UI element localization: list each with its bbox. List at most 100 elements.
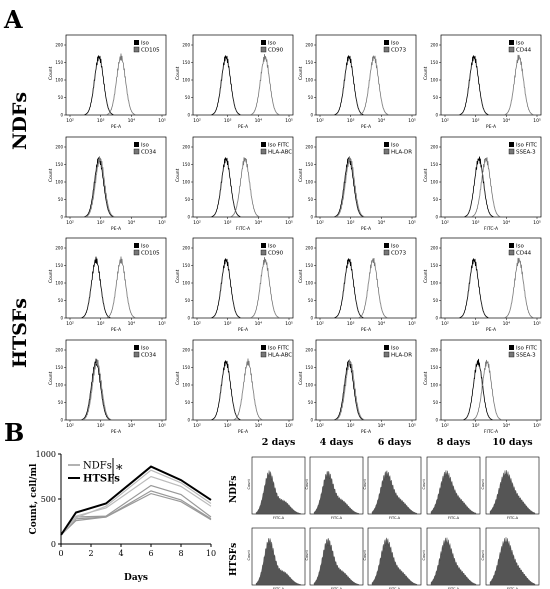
legend-swatch-iso [509, 243, 514, 248]
plot-frame [315, 237, 417, 319]
y-axis-label: Count [305, 478, 309, 489]
x-tick-label: 10⁴ [503, 118, 511, 124]
legend-label-marker: CD105 [141, 48, 160, 54]
y-axis-label: Count [422, 549, 426, 560]
legend-swatch-marker [260, 148, 267, 155]
cell-cycle-histogram: FITC-A Count [422, 456, 481, 520]
x-axis-label: FITC-A [484, 226, 499, 232]
x-tick-label: 10² [316, 220, 324, 226]
legend-swatch-marker [260, 351, 267, 358]
legend-swatch-iso [261, 243, 266, 248]
x-tick-label: 10³ [97, 321, 105, 327]
x-tick-label: 10⁴ [503, 321, 511, 327]
y-tick-label: 200 [55, 348, 63, 353]
x-axis-label: FITC-A [507, 587, 519, 589]
y-axis-label: Count [175, 371, 181, 385]
legend-label-iso: Iso FITC [516, 143, 537, 149]
x-tick-label: 2 [88, 549, 93, 558]
x-tick-label: 10³ [347, 118, 355, 124]
legend-swatch-iso [261, 345, 266, 350]
marker-histogram-curve [233, 358, 263, 420]
y-tick-label: 200 [430, 246, 438, 251]
x-tick-label: 8 [178, 549, 183, 558]
legend-swatch-marker [133, 351, 140, 358]
histogram-area [430, 537, 477, 586]
y-tick-label: 0 [187, 418, 190, 423]
x-tick-label: 10² [193, 423, 201, 429]
day-column-header: 6 days [378, 437, 412, 448]
histogram-area [255, 470, 302, 515]
x-axis-label: PE-A [361, 327, 372, 333]
y-tick-label: 100 [430, 383, 438, 388]
y-tick-label: 0 [60, 113, 63, 118]
x-tick-label: 10⁴ [128, 220, 136, 226]
x-axis-label: FITC-A [331, 516, 343, 520]
x-tick-label: 10⁵ [408, 118, 416, 124]
x-tick-label: 10² [316, 423, 324, 429]
flow-histogram-panel: 0 50 100 150 200 Count 10² 10³ 10⁴ 10⁵ FITC-A Iso F… [423, 339, 542, 435]
plot-frame [315, 339, 417, 421]
x-axis-label: PE-A [486, 327, 497, 333]
y-tick-label: 50 [433, 95, 439, 100]
legend-swatch-marker [260, 46, 267, 53]
legend-label-iso: Iso FITC [268, 346, 289, 352]
y-axis-label: Count [363, 478, 367, 489]
x-tick-label: 10⁵ [533, 118, 541, 124]
legend-label-marker: HLA-DR [391, 353, 412, 359]
histogram-area [313, 470, 360, 515]
legend-swatch-marker [383, 351, 390, 358]
y-tick-label: 50 [433, 298, 439, 303]
histogram-area [489, 537, 536, 586]
y-tick-label: 100 [182, 281, 190, 286]
x-tick-label: 4 [118, 549, 123, 558]
x-tick-label: 10² [66, 321, 74, 327]
x-tick-label: 10² [66, 118, 74, 124]
x-tick-label: 10⁴ [128, 118, 136, 124]
marker-histogram-curve [504, 257, 534, 319]
x-axis-label: FITC-A [273, 587, 285, 589]
x-tick-label: 10⁴ [378, 118, 386, 124]
row-label-htsfs: HTSFs [9, 298, 31, 368]
iso-histogram-curve [211, 360, 241, 421]
y-tick-label: 200 [305, 348, 313, 353]
y-tick-label: 150 [305, 60, 313, 65]
x-axis-label: PE-A [238, 124, 249, 130]
y-axis-label: Count [247, 549, 251, 560]
legend-swatch-marker [260, 249, 267, 256]
legend-label: NDFs [83, 461, 112, 472]
marker-histogram-curve [82, 359, 112, 420]
legend-swatch-marker [383, 46, 390, 53]
x-tick-label: 10⁴ [378, 220, 386, 226]
flow-histogram-panel: 0 50 100 150 200 Count 10² 10³ 10⁴ 10⁵ PE-A IsoCD10… [48, 34, 167, 130]
plot-frame [65, 339, 167, 421]
cell-cycle-histogram: FITC-A Count [363, 456, 422, 520]
x-tick-label: 6 [148, 549, 153, 558]
legend-swatch-iso [384, 40, 389, 45]
y-tick-label: 200 [430, 348, 438, 353]
plot-frame [65, 136, 167, 218]
x-tick-label: 10⁴ [255, 321, 263, 327]
y-axis-label: Count [48, 371, 54, 385]
x-tick-label: 10⁴ [128, 423, 136, 429]
x-tick-label: 10⁵ [285, 321, 293, 327]
x-axis-label: PE-A [238, 327, 249, 333]
iso-histogram-curve [81, 256, 111, 318]
histogram-area [371, 470, 418, 515]
x-axis-label: FITC-A [448, 587, 460, 589]
legend-label-marker: HLA-DR [391, 150, 412, 156]
row-label-ndfs-b: NDFs [229, 476, 239, 504]
y-tick-label: 150 [55, 162, 63, 167]
x-tick-label: 10⁴ [378, 423, 386, 429]
x-tick-label: 10⁴ [255, 220, 263, 226]
y-axis-label: Count [298, 66, 304, 80]
y-tick-label: 0 [60, 316, 63, 321]
x-tick-label: 10⁵ [408, 423, 416, 429]
iso-histogram-curve [463, 358, 493, 421]
legend-swatch-marker [508, 249, 515, 256]
cell-cycle-histogram-grid: 2 days 4 days 6 days 8 days 10 days NDFs HTSFs… [229, 437, 540, 589]
x-tick-label: 10² [441, 118, 449, 124]
legend-swatch-marker [383, 249, 390, 256]
